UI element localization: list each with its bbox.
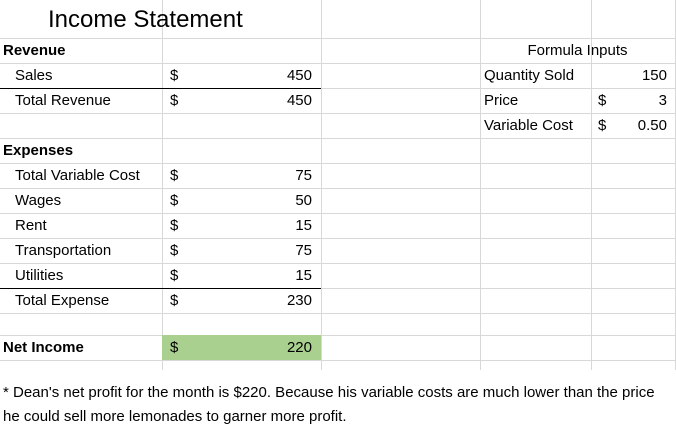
rent-currency[interactable]: $ — [170, 217, 179, 234]
sales-currency[interactable]: $ — [170, 67, 179, 84]
net-income-highlight — [162, 335, 321, 360]
utilities-currency[interactable]: $ — [170, 267, 179, 284]
sales-value[interactable]: 450 — [286, 67, 312, 84]
formula-inputs-header[interactable]: Formula Inputs — [527, 42, 628, 59]
total-expense-currency[interactable]: $ — [170, 292, 179, 309]
transportation-currency[interactable]: $ — [170, 242, 179, 259]
price-value[interactable]: 3 — [658, 92, 667, 109]
net-income-label[interactable]: Net Income — [3, 339, 84, 356]
quantity-sold-value[interactable]: 150 — [641, 67, 667, 84]
revenue-header[interactable]: Revenue — [3, 42, 66, 59]
sheet-title[interactable]: Income Statement — [48, 6, 243, 33]
total-revenue-value[interactable]: 450 — [286, 92, 312, 109]
sales-label[interactable]: Sales — [15, 67, 53, 84]
total-variable-cost-label[interactable]: Total Variable Cost — [15, 167, 140, 184]
total-expense-value[interactable]: 230 — [286, 292, 312, 309]
transportation-value[interactable]: 75 — [295, 242, 312, 259]
expenses-header[interactable]: Expenses — [3, 142, 74, 159]
total-revenue-border — [0, 88, 321, 89]
profit-note[interactable]: * Dean's net profit for the month is $22… — [3, 384, 655, 425]
utilities-value[interactable]: 15 — [295, 267, 312, 284]
variable-cost-value[interactable]: 0.50 — [637, 117, 667, 134]
wages-value[interactable]: 50 — [295, 192, 312, 209]
net-income-currency[interactable]: $ — [170, 339, 179, 356]
total-expense-label[interactable]: Total Expense — [15, 292, 110, 309]
total-expense-border — [0, 288, 321, 289]
total-variable-cost-value[interactable]: 75 — [295, 167, 312, 184]
total-revenue-label[interactable]: Total Revenue — [15, 92, 111, 109]
total-variable-cost-currency[interactable]: $ — [170, 167, 179, 184]
wages-label[interactable]: Wages — [15, 192, 62, 209]
net-income-value[interactable]: 220 — [286, 339, 312, 356]
wages-currency[interactable]: $ — [170, 192, 179, 209]
variable-cost-currency[interactable]: $ — [598, 117, 607, 134]
price-currency[interactable]: $ — [598, 92, 607, 109]
rent-label[interactable]: Rent — [15, 217, 47, 234]
rent-value[interactable]: 15 — [295, 217, 312, 234]
variable-cost-label[interactable]: Variable Cost — [484, 117, 573, 134]
total-revenue-currency[interactable]: $ — [170, 92, 179, 109]
transportation-label[interactable]: Transportation — [15, 242, 112, 259]
price-label[interactable]: Price — [484, 92, 519, 109]
utilities-label[interactable]: Utilities — [15, 267, 64, 284]
quantity-sold-label[interactable]: Quantity Sold — [484, 67, 575, 84]
